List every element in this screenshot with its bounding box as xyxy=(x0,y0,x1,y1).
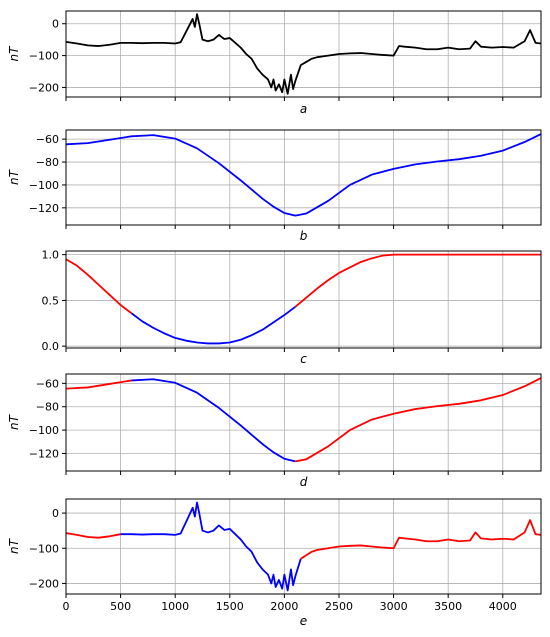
panel-label-a: a xyxy=(300,102,307,116)
y-axis-label: nT xyxy=(7,45,21,62)
panel-e: 0 500 1000 1500 2000 2500 3000 3500 4000 0 −100 −20… xyxy=(7,498,542,628)
panel-d: −60 −80 −100 −120 nT d xyxy=(7,373,542,489)
x-tick-label: 1500 xyxy=(216,600,244,613)
series-line-a-1 xyxy=(65,13,542,95)
plot-frame xyxy=(65,10,542,98)
y-tick-label: 0 xyxy=(52,18,59,31)
y-tick-label: −80 xyxy=(36,156,59,169)
y-tick-label: 0.5 xyxy=(42,294,60,307)
series-line-c-1 xyxy=(65,258,133,314)
series-line-c-2 xyxy=(130,306,296,345)
y-tick-label: −100 xyxy=(29,179,59,192)
panel-label-d: d xyxy=(300,475,308,489)
x-tick-label: 3000 xyxy=(380,600,408,613)
y-tick-label: 0.0 xyxy=(42,340,60,353)
y-tick-label: 1.0 xyxy=(42,249,60,262)
y-tick-label: −80 xyxy=(36,401,59,414)
y-tick-label: −100 xyxy=(29,424,59,437)
y-tick-label: −100 xyxy=(29,50,59,63)
y-axis-label: nT xyxy=(7,413,21,430)
y-tick-label: −60 xyxy=(36,377,59,390)
y-tick-label: −100 xyxy=(29,542,59,555)
x-tick-label: 1000 xyxy=(161,600,189,613)
panel-b: −60 −80 −100 −120 nT b xyxy=(7,129,542,243)
panel-a: 0 −100 −200 nT a xyxy=(7,10,542,116)
x-tick-label: 3500 xyxy=(434,600,462,613)
panel-label-e: e xyxy=(300,614,307,628)
plot-frame xyxy=(65,250,542,349)
y-tick-label: −200 xyxy=(29,577,59,590)
y-tick-label: 0 xyxy=(52,507,59,520)
panel-label-b: b xyxy=(300,229,308,243)
x-tick-label: 0 xyxy=(63,600,70,613)
series-line-d-1 xyxy=(65,379,132,390)
series-line-e-1 xyxy=(65,532,121,539)
plot-frame xyxy=(65,373,542,472)
x-tick-label: 4000 xyxy=(489,600,517,613)
y-axis-label: nT xyxy=(7,537,21,554)
x-tick-label: 2000 xyxy=(270,600,298,613)
plot-frame xyxy=(65,498,542,595)
y-tick-label: −200 xyxy=(29,81,59,94)
x-tick-label: 2500 xyxy=(325,600,353,613)
y-tick-label: −120 xyxy=(29,202,59,215)
series-line-e-3 xyxy=(300,519,542,560)
panel-c: 1.0 0.5 0.0 c xyxy=(42,249,542,366)
series-line-e-2 xyxy=(120,501,302,592)
panel-label-c: c xyxy=(300,352,307,366)
series-line-b-1 xyxy=(65,133,542,217)
series-line-d-3 xyxy=(295,377,542,463)
y-axis-label: nT xyxy=(7,168,21,185)
plot-frame xyxy=(65,129,542,226)
y-tick-label: −120 xyxy=(29,447,59,460)
y-tick-label: −60 xyxy=(36,133,59,146)
series-line-c-3 xyxy=(294,253,541,308)
x-tick-label: 500 xyxy=(110,600,131,613)
series-line-d-2 xyxy=(131,378,296,463)
